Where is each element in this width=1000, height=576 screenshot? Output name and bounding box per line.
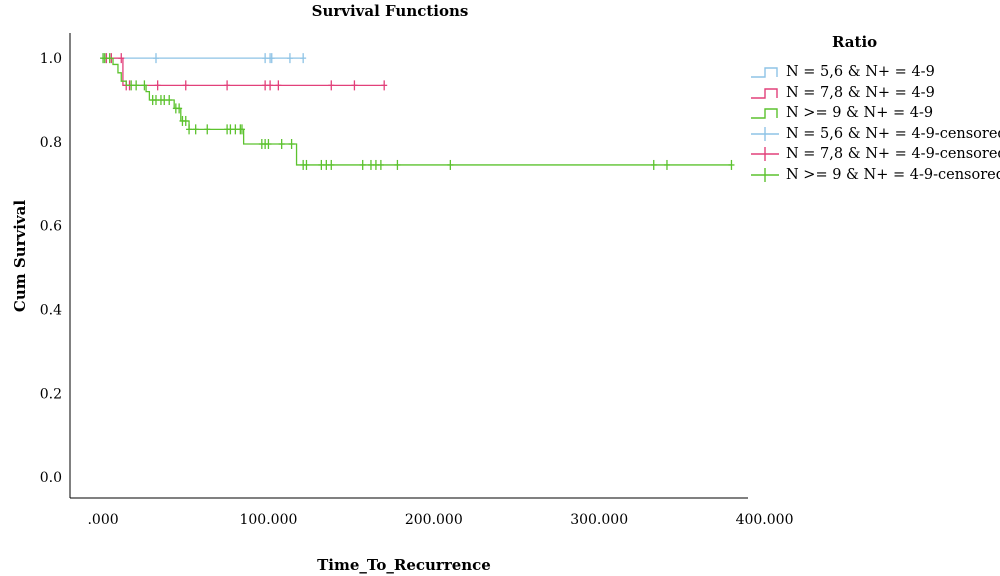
- legend-swatch: [751, 147, 779, 162]
- chart-title: Survival Functions: [311, 2, 469, 20]
- censor-mark-2: [267, 80, 274, 91]
- y-tick-label: 1.0: [40, 51, 62, 67]
- legend-swatch: [751, 126, 779, 141]
- x-axis-label: Time_To_Recurrence: [317, 556, 491, 574]
- censor-mark-2: [154, 80, 161, 91]
- y-tick-label: 0.8: [40, 135, 62, 151]
- y-tick-label: 0.0: [40, 470, 62, 486]
- censor-mark-2: [224, 80, 231, 91]
- censor-mark-1: [268, 53, 275, 64]
- censor-mark-3: [265, 139, 272, 150]
- censor-mark-2: [351, 80, 358, 91]
- censor-mark-3: [447, 159, 454, 170]
- censor-mark-3: [328, 159, 335, 170]
- legend-swatch: [751, 108, 778, 119]
- y-tick-label: 0.6: [40, 219, 62, 235]
- legend: N = 5,6 & N+ = 4-9 N = 7,8 & N+ = 4-9 N >=…: [750, 62, 1000, 185]
- censor-mark-2: [275, 80, 282, 91]
- censor-mark-3: [278, 139, 285, 150]
- legend-label: N >= 9 & N+ = 4-9: [786, 105, 934, 122]
- x-tick-label: 400.000: [736, 512, 794, 528]
- legend-label: N = 7,8 & N+ = 4-9-censored: [786, 146, 1000, 163]
- legend-item-censored-1: N = 5,6 & N+ = 4-9-censored: [750, 124, 1000, 145]
- censor-mark-1: [300, 53, 307, 64]
- censor-mark-3: [238, 124, 245, 135]
- censor-mark-3: [303, 159, 310, 170]
- censor-mark-3: [166, 95, 173, 106]
- censor-mark-3: [106, 53, 113, 64]
- censor-mark-3: [288, 139, 295, 150]
- legend-swatch: [751, 167, 779, 182]
- x-tick-label: .000: [87, 512, 118, 528]
- censor-mark-2: [182, 80, 189, 91]
- legend-label: N = 5,6 & N+ = 4-9: [786, 64, 935, 81]
- legend-item-line-2: N = 7,8 & N+ = 4-9: [750, 83, 1000, 104]
- y-tick-label: 0.2: [40, 386, 62, 402]
- x-tick-label: 200.000: [405, 512, 463, 528]
- censor-mark-2: [328, 80, 335, 91]
- legend-swatch: [751, 67, 778, 78]
- x-tick-label: 300.000: [570, 512, 628, 528]
- censor-mark-3: [133, 80, 140, 91]
- censor-mark-3: [192, 124, 199, 135]
- legend-label: N = 7,8 & N+ = 4-9: [786, 84, 935, 101]
- censor-mark-3: [186, 124, 193, 135]
- legend-item-censored-2: N = 7,8 & N+ = 4-9-censored: [750, 144, 1000, 165]
- censor-mark-1: [152, 53, 159, 64]
- censor-mark-3: [394, 159, 401, 170]
- series-line-3: [103, 57, 732, 166]
- censor-mark-3: [176, 103, 183, 114]
- censor-mark-3: [663, 159, 670, 170]
- y-tick-label: 0.4: [40, 302, 62, 318]
- series-line-2: [103, 57, 385, 87]
- legend-item-censored-3: N >= 9 & N+ = 4-9-censored: [750, 165, 1000, 186]
- legend-label: N = 5,6 & N+ = 4-9-censored: [786, 125, 1000, 142]
- legend-title: Ratio: [832, 33, 878, 51]
- censor-mark-2: [381, 80, 388, 91]
- censor-mark-3: [650, 159, 657, 170]
- censor-mark-3: [377, 159, 384, 170]
- legend-swatch: [751, 88, 778, 99]
- censor-mark-3: [141, 80, 148, 91]
- censor-mark-3: [728, 159, 735, 170]
- censor-mark-3: [182, 115, 189, 126]
- legend-item-line-1: N = 5,6 & N+ = 4-9: [750, 62, 1000, 83]
- censor-mark-1: [286, 53, 293, 64]
- legend-label: N >= 9 & N+ = 4-9-censored: [786, 166, 1000, 183]
- censor-mark-3: [359, 159, 366, 170]
- censor-mark-3: [204, 124, 211, 135]
- censor-mark-2: [118, 53, 125, 64]
- legend-item-line-3: N >= 9 & N+ = 4-9: [750, 103, 1000, 124]
- x-tick-label: 100.000: [239, 512, 297, 528]
